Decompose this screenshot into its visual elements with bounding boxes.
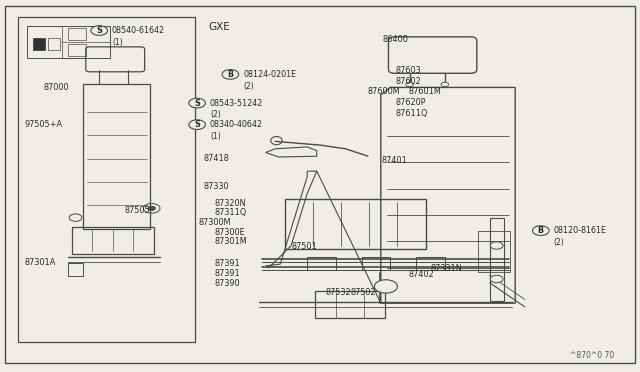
Text: 87391: 87391 bbox=[214, 259, 240, 267]
Text: 87601M: 87601M bbox=[408, 87, 441, 96]
Text: 08124-0201E: 08124-0201E bbox=[243, 70, 296, 79]
Bar bbox=[285, 199, 426, 249]
Text: B: B bbox=[227, 70, 234, 79]
Bar bbox=[27, 26, 110, 58]
Text: 87603: 87603 bbox=[396, 66, 421, 75]
Text: 87501: 87501 bbox=[291, 242, 317, 251]
Text: 87320N: 87320N bbox=[214, 199, 246, 208]
Text: 87505: 87505 bbox=[125, 206, 150, 215]
Text: S: S bbox=[194, 99, 200, 108]
Text: 87602: 87602 bbox=[396, 77, 421, 86]
Bar bbox=[68, 44, 86, 56]
Text: (2): (2) bbox=[210, 110, 221, 119]
Text: 87300M: 87300M bbox=[198, 218, 231, 227]
Circle shape bbox=[490, 275, 503, 283]
Text: S: S bbox=[96, 26, 102, 35]
Circle shape bbox=[441, 82, 449, 87]
Text: GXE: GXE bbox=[208, 22, 230, 32]
Circle shape bbox=[148, 206, 156, 211]
Circle shape bbox=[189, 98, 205, 108]
Text: ^870^0 70: ^870^0 70 bbox=[570, 351, 614, 360]
Bar bbox=[490, 218, 504, 301]
Text: 87331N: 87331N bbox=[430, 264, 462, 273]
Text: 08540-61642: 08540-61642 bbox=[112, 26, 165, 35]
Bar bbox=[68, 263, 83, 276]
Bar bbox=[68, 28, 86, 40]
Text: B: B bbox=[538, 226, 544, 235]
Text: 87600M: 87600M bbox=[367, 87, 400, 96]
Circle shape bbox=[406, 82, 413, 87]
Text: 87620P: 87620P bbox=[396, 98, 426, 107]
Text: 87311Q: 87311Q bbox=[214, 208, 246, 217]
Text: 87301A: 87301A bbox=[24, 258, 56, 267]
Text: (1): (1) bbox=[112, 38, 123, 47]
Circle shape bbox=[374, 280, 397, 293]
Circle shape bbox=[490, 242, 503, 249]
Text: 87401: 87401 bbox=[381, 156, 407, 165]
Bar bbox=[362, 257, 390, 270]
Text: 87391: 87391 bbox=[214, 269, 240, 278]
Bar bbox=[83, 84, 150, 229]
Text: 87418: 87418 bbox=[204, 154, 229, 163]
Text: 87502: 87502 bbox=[351, 288, 376, 296]
Text: 87301M: 87301M bbox=[214, 237, 247, 246]
Text: 87330: 87330 bbox=[204, 182, 229, 191]
Text: 87000: 87000 bbox=[44, 83, 69, 92]
Text: S: S bbox=[194, 120, 200, 129]
Circle shape bbox=[91, 26, 108, 35]
Text: 87300E: 87300E bbox=[214, 228, 245, 237]
Text: 87532: 87532 bbox=[325, 288, 351, 296]
Bar bbox=[48, 38, 60, 50]
Text: 08340-40642: 08340-40642 bbox=[210, 120, 263, 129]
Bar bbox=[33, 38, 45, 50]
Text: (2): (2) bbox=[554, 238, 564, 247]
FancyBboxPatch shape bbox=[388, 37, 477, 73]
Bar bbox=[315, 291, 385, 318]
Text: 08120-8161E: 08120-8161E bbox=[554, 226, 607, 235]
Text: 97505+A: 97505+A bbox=[24, 120, 62, 129]
Text: 08543-51242: 08543-51242 bbox=[210, 99, 263, 108]
Text: 87611Q: 87611Q bbox=[396, 109, 428, 118]
Circle shape bbox=[532, 226, 549, 235]
Bar bbox=[307, 257, 336, 270]
Circle shape bbox=[189, 120, 205, 129]
Text: 87402: 87402 bbox=[408, 270, 434, 279]
Text: 87390: 87390 bbox=[214, 279, 240, 288]
Bar bbox=[72, 227, 154, 254]
Bar bbox=[18, 17, 195, 342]
Text: (2): (2) bbox=[243, 82, 254, 91]
Bar bbox=[478, 231, 510, 272]
Text: (1): (1) bbox=[210, 132, 221, 141]
Circle shape bbox=[222, 70, 239, 79]
Bar bbox=[416, 257, 445, 270]
Text: 86400: 86400 bbox=[383, 35, 408, 44]
